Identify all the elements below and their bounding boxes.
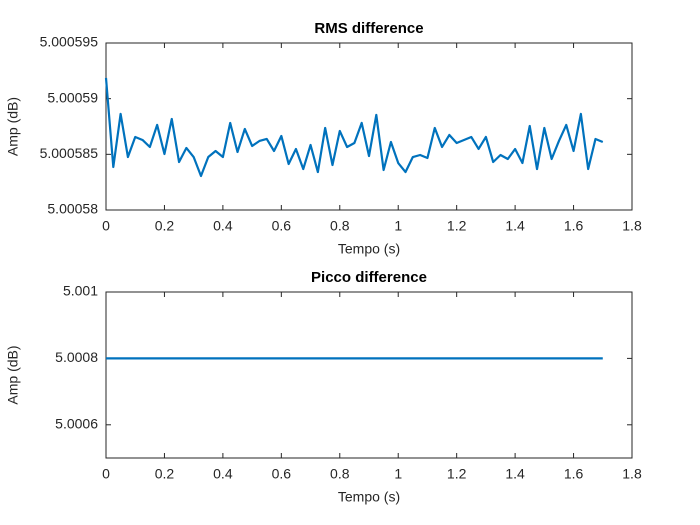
y-axis-label: Amp (dB) — [5, 97, 21, 156]
x-tick-label: 1.6 — [564, 466, 584, 482]
y-tick-label: 5.00058 — [47, 201, 98, 217]
x-tick-label: 1.8 — [622, 466, 642, 482]
y-tick-label: 5.0006 — [55, 416, 98, 432]
x-axis-label: Tempo (s) — [338, 489, 400, 505]
x-tick-label: 1.2 — [447, 466, 467, 482]
plot-area — [105, 291, 633, 459]
y-tick-label: 5.0008 — [55, 349, 98, 365]
x-tick-label: 1.8 — [622, 218, 642, 234]
y-tick-label: 5.00059 — [47, 89, 98, 105]
x-tick-label: 1.2 — [447, 218, 467, 234]
y-tick-label: 5.000595 — [40, 34, 99, 50]
x-tick-label: 0.8 — [330, 218, 350, 234]
x-tick-label: 0.2 — [155, 466, 175, 482]
y-tick-label: 5.000585 — [40, 145, 99, 161]
x-tick-label: 0.4 — [213, 218, 233, 234]
axes: Picco difference Tempo (s) Amp (dB) 0 0.2 0.4… — [5, 269, 642, 505]
chart-title: RMS difference — [314, 20, 423, 37]
x-tick-label: 0.6 — [272, 218, 292, 234]
data-line — [104, 77, 604, 178]
axes: RMS difference Tempo (s) Amp (dB) 0 0.2 0.4 0.… — [5, 20, 642, 257]
x-tick-label: 1 — [394, 466, 402, 482]
x-tick-label: 0.2 — [155, 218, 175, 234]
x-tick-label: 1.4 — [505, 218, 525, 234]
chart-title: Picco difference — [311, 269, 427, 286]
y-axis-label: Amp (dB) — [5, 345, 21, 404]
x-tick-label: 1 — [394, 218, 402, 234]
x-tick-label: 1.6 — [564, 218, 584, 234]
plot-area — [105, 42, 633, 211]
x-tick-label: 0.8 — [330, 466, 350, 482]
x-axis-label: Tempo (s) — [338, 241, 400, 257]
x-tick-label: 0 — [102, 218, 110, 234]
x-tick-label: 1.4 — [505, 466, 525, 482]
x-tick-label: 0 — [102, 466, 110, 482]
x-tick-label: 0.4 — [213, 466, 233, 482]
x-tick-label: 0.6 — [272, 466, 292, 482]
y-tick-label: 5.001 — [63, 283, 98, 299]
